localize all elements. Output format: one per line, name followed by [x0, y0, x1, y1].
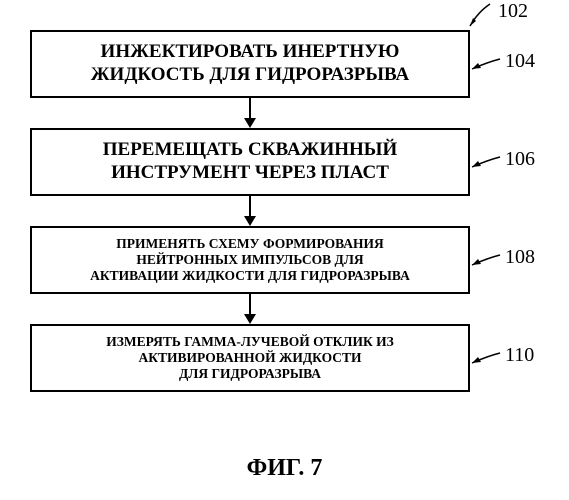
flowchart: ИНЖЕКТИРОВАТЬ ИНЕРТНУЮ ЖИДКОСТЬ ДЛЯ ГИДР…	[30, 30, 470, 392]
step1-line1: ИНЖЕКТИРОВАТЬ ИНЕРТНУЮ	[101, 41, 400, 64]
arrow-down-icon	[240, 98, 260, 128]
leader-arrow-main	[468, 0, 498, 33]
flow-step-2: ПЕРЕМЕЩАТЬ СКВАЖИННЫЙ ИНСТРУМЕНТ ЧЕРЕЗ П…	[30, 128, 470, 196]
step3-line3: АКТИВАЦИИ ЖИДКОСТИ ДЛЯ ГИДРОРАЗРЫВА	[90, 268, 410, 284]
ref-number-4: 110	[505, 344, 534, 367]
ref-number-2: 106	[505, 148, 535, 171]
arrow-down-icon	[240, 294, 260, 324]
flow-step-3: ПРИМЕНЯТЬ СХЕМУ ФОРМИРОВАНИЯ НЕЙТРОННЫХ …	[30, 226, 470, 294]
step4-line1: ИЗМЕРЯТЬ ГАММА-ЛУЧЕВОЙ ОТКЛИК ИЗ	[106, 334, 394, 350]
leader-arrow-3	[470, 251, 504, 271]
leader-arrow-4	[470, 349, 504, 369]
step4-line3: ДЛЯ ГИДРОРАЗРЫВА	[179, 366, 321, 382]
flow-step-1: ИНЖЕКТИРОВАТЬ ИНЕРТНУЮ ЖИДКОСТЬ ДЛЯ ГИДР…	[30, 30, 470, 98]
ref-number-3: 108	[505, 246, 535, 269]
step3-line2: НЕЙТРОННЫХ ИМПУЛЬСОВ ДЛЯ	[136, 252, 363, 268]
step1-line2: ЖИДКОСТЬ ДЛЯ ГИДРОРАЗРЫВА	[91, 64, 409, 87]
step2-line2: ИНСТРУМЕНТ ЧЕРЕЗ ПЛАСТ	[111, 162, 389, 185]
ref-number-main: 102	[498, 0, 528, 23]
ref-number-1: 104	[505, 50, 535, 73]
step4-line2: АКТИВИРОВАННОЙ ЖИДКОСТИ	[138, 350, 361, 366]
step2-line1: ПЕРЕМЕЩАТЬ СКВАЖИННЫЙ	[103, 139, 398, 162]
flow-step-4: ИЗМЕРЯТЬ ГАММА-ЛУЧЕВОЙ ОТКЛИК ИЗ АКТИВИР…	[30, 324, 470, 392]
leader-arrow-2	[470, 153, 504, 173]
arrow-down-icon	[240, 196, 260, 226]
step3-line1: ПРИМЕНЯТЬ СХЕМУ ФОРМИРОВАНИЯ	[116, 236, 384, 252]
figure-caption: ФИГ. 7	[0, 455, 569, 482]
leader-arrow-1	[470, 55, 504, 75]
